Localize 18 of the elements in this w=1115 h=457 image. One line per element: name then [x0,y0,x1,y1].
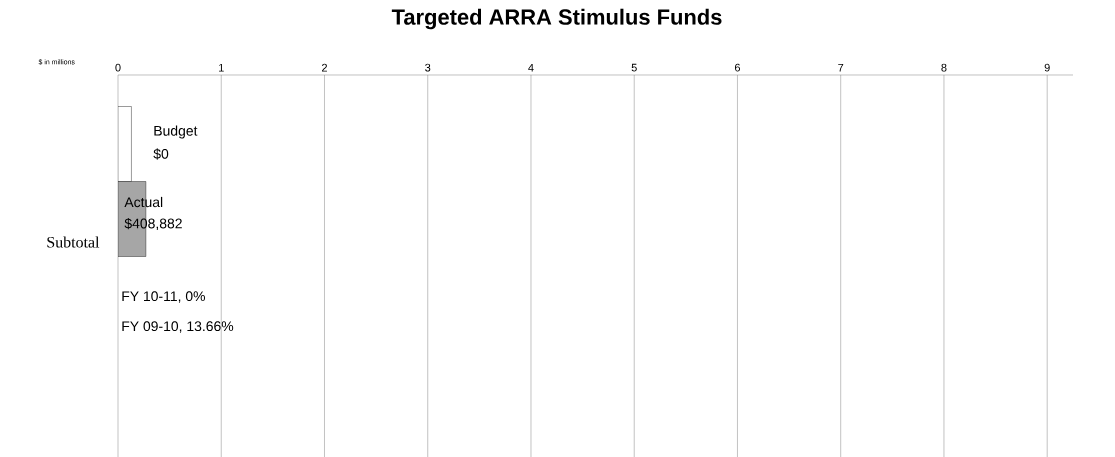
x-tick-label: 6 [734,63,741,72]
x-tick-label: 8 [941,63,947,72]
y-tick-label: Subtotal [47,236,100,248]
x-tick-label: 1 [219,63,224,72]
x-tick-label: 9 [1044,63,1050,72]
annotation: $0 [153,148,169,160]
x-tick-label: 2 [321,63,327,72]
annotation: FY 10-11, 0% [122,291,205,303]
annotation: $408,882 [124,217,182,231]
x-tick-label: 3 [425,63,431,72]
x-tick-label: 0 [115,63,121,72]
x-tick-label: 4 [528,63,534,72]
chart-title: Targeted ARRA Stimulus Funds [391,8,722,30]
x-tick-label: 5 [631,63,637,72]
series-label: Actual [124,196,163,208]
series-label: Budget [154,125,198,139]
annotation: FY 09-10, 13.66% [122,321,234,333]
x-tick-label: 7 [838,63,844,72]
